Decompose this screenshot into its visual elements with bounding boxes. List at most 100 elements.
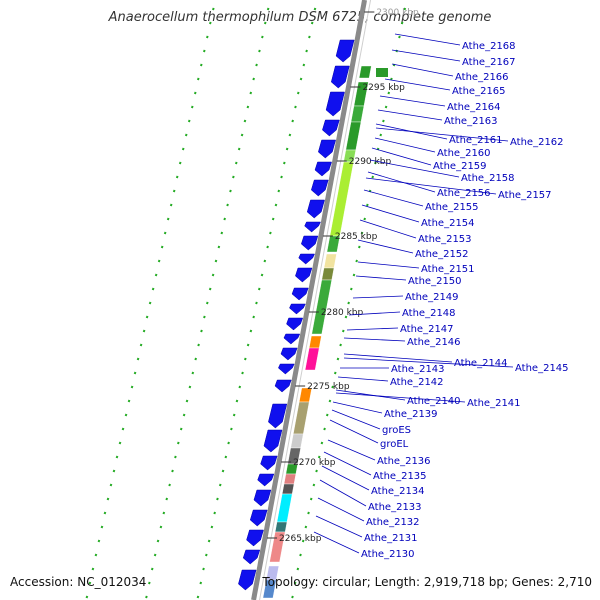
tick-track-2-mark xyxy=(196,595,200,599)
tick-track-0-mark xyxy=(184,133,188,137)
tick-track-0-mark xyxy=(91,567,95,571)
tick-track-1-mark xyxy=(208,287,212,291)
gene-leader-line xyxy=(394,33,461,46)
tick-track-3-mark xyxy=(355,259,358,263)
tick-track-1-mark xyxy=(205,301,209,305)
tick-track-1-mark xyxy=(150,567,154,571)
tick-track-0-mark xyxy=(106,497,110,501)
tick-track-0-mark xyxy=(169,203,173,207)
tick-track-3-mark xyxy=(349,287,353,291)
gene-leader-line xyxy=(379,95,446,107)
tick-track-0-mark xyxy=(97,539,101,543)
tick-track-2-mark xyxy=(269,231,272,235)
gene-leader-line xyxy=(357,239,414,254)
tick-track-0-mark xyxy=(139,343,143,347)
reverse-gene-arrow xyxy=(246,529,264,547)
gene-label: Athe_2167 xyxy=(462,57,516,68)
tick-track-1-mark xyxy=(232,175,235,179)
tick-track-1-mark xyxy=(211,273,215,277)
forward-gene-block xyxy=(274,521,288,533)
tick-track-2-mark xyxy=(218,483,222,487)
tick-track-0-mark xyxy=(187,119,191,123)
tick-track-0-mark xyxy=(157,259,161,263)
kbp-label: 2290 kbp xyxy=(349,157,392,167)
gene-label: Athe_2131 xyxy=(364,533,418,544)
tick-track-1-mark xyxy=(220,231,224,235)
genome-title: Anaerocellum thermophilum DSM 6725, comp… xyxy=(108,10,492,25)
tick-track-0-mark xyxy=(160,245,164,249)
gene-label: Athe_2140 xyxy=(407,396,461,407)
reverse-gene-arrow xyxy=(325,91,345,117)
genome-backbone xyxy=(251,0,368,600)
forward-gene-block xyxy=(326,235,341,253)
gene-leader-line xyxy=(321,465,370,491)
tick-track-1-mark xyxy=(214,259,218,263)
forward-gene-block xyxy=(308,335,322,349)
tick-track-1-mark xyxy=(156,539,160,543)
tick-track-3-mark xyxy=(328,399,332,403)
kbp-label: 2300 kbp xyxy=(376,8,419,18)
tick-track-3-mark xyxy=(296,567,300,571)
forward-gene-block xyxy=(345,121,362,151)
reverse-gene-arrow xyxy=(260,455,278,471)
gene-label: Athe_2165 xyxy=(452,86,506,97)
gene-leader-line xyxy=(355,275,407,281)
tick-track-0-mark xyxy=(100,525,104,529)
tick-track-1-mark xyxy=(194,357,198,361)
reverse-gene-arrow xyxy=(286,317,304,331)
tick-track-2-mark xyxy=(260,273,264,277)
tick-track-0-mark xyxy=(145,315,149,319)
gene-label: Athe_2142 xyxy=(390,377,444,388)
tick-track-3-mark xyxy=(358,245,361,249)
tick-track-1-mark xyxy=(159,525,163,529)
tick-track-3-mark xyxy=(331,385,334,389)
tick-track-0-mark xyxy=(181,147,185,151)
reverse-gene-arrow xyxy=(263,429,283,453)
tick-track-3-mark xyxy=(339,343,342,347)
tick-track-1-mark xyxy=(182,413,186,417)
gene-leader-line xyxy=(352,295,404,299)
gene-leader-line xyxy=(375,127,509,142)
gene-leader-line xyxy=(346,327,399,331)
gene-leader-line xyxy=(363,189,424,207)
tick-track-2-mark xyxy=(294,105,297,109)
genome-backbone-edge xyxy=(259,0,372,600)
gene-leader-line xyxy=(343,357,514,368)
tick-track-2-mark xyxy=(296,91,300,95)
gene-leader-line xyxy=(343,353,453,363)
tick-track-2-mark xyxy=(249,329,253,333)
tick-track-3-mark xyxy=(299,553,302,557)
tick-track-0-mark xyxy=(85,595,89,599)
tick-track-1-mark xyxy=(258,49,261,53)
tick-track-3-mark xyxy=(301,539,305,543)
reverse-gene-arrow xyxy=(311,179,329,197)
tick-track-3-mark xyxy=(379,133,383,137)
tick-track-1-mark xyxy=(261,35,264,39)
gene-leader-line xyxy=(371,147,432,166)
tick-track-3-mark xyxy=(382,119,385,123)
tick-track-2-mark xyxy=(199,581,203,585)
tick-track-3-mark xyxy=(307,511,310,515)
gene-leader-line xyxy=(331,409,381,430)
tick-track-0-mark xyxy=(136,357,140,361)
reverse-gene-arrow xyxy=(291,287,309,301)
gene-leader-line xyxy=(335,392,466,403)
tick-track-2-mark xyxy=(313,7,317,11)
tick-track-0-mark xyxy=(151,287,155,291)
tick-track-3-mark xyxy=(323,427,326,431)
tick-track-3-mark xyxy=(363,217,367,221)
tick-track-0-mark xyxy=(121,427,125,431)
tick-track-1-mark xyxy=(229,189,232,193)
tick-track-1-mark xyxy=(263,21,267,25)
tick-track-3-mark xyxy=(336,357,340,361)
gene-leader-line xyxy=(329,419,379,444)
tick-track-0-mark xyxy=(212,7,215,11)
gene-label: Athe_2153 xyxy=(418,234,472,245)
gene-label: Athe_2132 xyxy=(366,517,420,528)
gene-label: Athe_2145 xyxy=(515,363,569,374)
tick-track-2-mark xyxy=(305,49,308,53)
kbp-label: 2295 kbp xyxy=(362,83,405,93)
tick-track-3-mark xyxy=(317,455,321,459)
gene-label: Athe_2161 xyxy=(449,135,503,146)
tick-track-0-mark xyxy=(112,469,116,473)
